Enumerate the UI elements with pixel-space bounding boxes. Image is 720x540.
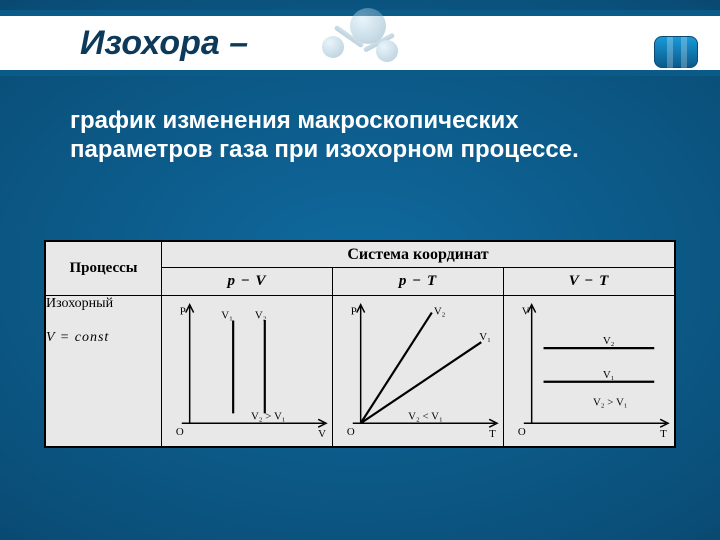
axis-pt: p − T — [333, 268, 504, 296]
label-p: P — [180, 306, 186, 318]
axis-vt: V − T — [504, 268, 675, 296]
label-t: T — [489, 428, 496, 440]
label-v: V — [318, 428, 326, 440]
label-o: O — [176, 426, 184, 438]
label-t: T — [660, 428, 667, 440]
label-o: O — [518, 426, 526, 438]
graph-pt-svg: P T O V₂ V₁ V₂ < V₁ — [333, 296, 503, 446]
axis-pv: p − V — [162, 268, 333, 296]
label-rel-pv: V₂ > V₁ — [251, 411, 286, 423]
molecule-decoration — [316, 4, 436, 74]
graph-vt: V T O V₂ V₁ V₂ > V₁ — [504, 296, 675, 447]
coord-table: Процессы Система координат p − V p − T V… — [45, 241, 675, 447]
graph-pv: P V O V₁ V₂ V₂ > V₁ — [162, 296, 333, 447]
graph-vt-svg: V T O V₂ V₁ V₂ > V₁ — [504, 296, 674, 446]
label-v: V — [522, 306, 530, 318]
label-p: P — [351, 306, 357, 318]
label-rel-pt: V₂ < V₁ — [408, 411, 443, 423]
process-condition: V = const — [46, 330, 109, 345]
logo-badge — [654, 36, 698, 68]
label-v2: V₂ — [255, 310, 267, 322]
process-cell: Изохорный V = const — [46, 296, 162, 447]
definition-text: график изменения макроскопических параме… — [70, 106, 650, 165]
label-v2: V₂ — [603, 335, 615, 347]
label-o: O — [347, 426, 355, 438]
label-v1: V₁ — [603, 369, 615, 381]
label-v1: V₁ — [479, 331, 491, 343]
coord-table-panel: Процессы Система координат p − V p − T V… — [44, 240, 676, 448]
process-name: Изохорный — [46, 296, 161, 312]
graph-pt: P T O V₂ V₁ V₂ < V₁ — [333, 296, 504, 447]
content: график изменения макроскопических параме… — [0, 106, 720, 165]
col-header-system: Система координат — [162, 242, 675, 268]
slide: Изохора – график изменения макроскопичес… — [0, 0, 720, 540]
graph-pv-svg: P V O V₁ V₂ V₂ > V₁ — [162, 296, 332, 446]
label-v2: V₂ — [434, 306, 446, 318]
label-v1: V₁ — [221, 310, 233, 322]
col-header-process: Процессы — [46, 242, 162, 296]
page-title: Изохора – — [80, 24, 248, 63]
label-rel-vt: V₂ > V₁ — [593, 397, 628, 409]
